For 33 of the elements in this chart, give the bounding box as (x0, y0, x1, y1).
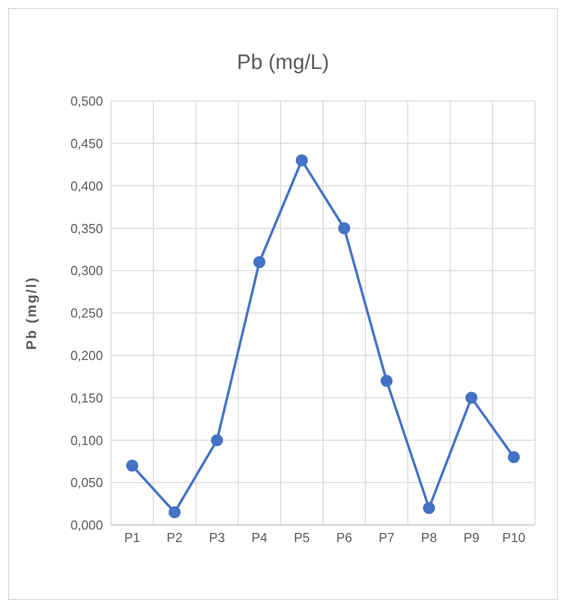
y-tick-label: 0,300 (70, 263, 103, 278)
y-axis-title: Pb (mg/l) (22, 276, 39, 350)
point (296, 154, 308, 166)
x-tick-label: P8 (421, 530, 437, 546)
point (126, 460, 138, 472)
point (211, 434, 223, 446)
x-tick-label: P9 (463, 530, 480, 546)
y-tick-label: 0,250 (70, 306, 103, 321)
y-tick-label: 0,200 (70, 348, 103, 364)
point (338, 222, 350, 234)
y-tick-label: 0,000 (70, 518, 103, 533)
y-tick-label: 0,400 (70, 178, 103, 194)
x-tick-label: P6 (336, 530, 352, 546)
y-tick-label: 0,150 (70, 390, 103, 406)
x-tick-label: P10 (502, 530, 526, 546)
point (253, 256, 266, 268)
point (168, 506, 181, 518)
y-tick-label: 0,050 (70, 475, 103, 490)
x-tick-label: P3 (209, 530, 225, 546)
y-tick-label: 0,350 (70, 220, 103, 236)
x-tick-label: P1 (124, 530, 140, 546)
x-tick-label: P7 (378, 530, 395, 546)
point (380, 374, 393, 387)
y-tick-label: 0,100 (70, 432, 103, 448)
x-tick-label: P4 (251, 530, 268, 546)
point (423, 502, 435, 514)
y-tick-label: 0,450 (70, 136, 103, 152)
x-tick-label: P2 (166, 530, 183, 546)
x-tick-label: P5 (294, 530, 310, 546)
chart-title: Pb (mg/L) (236, 51, 330, 76)
point (508, 451, 520, 464)
point (465, 392, 478, 404)
y-tick-label: 0,500 (70, 94, 103, 109)
